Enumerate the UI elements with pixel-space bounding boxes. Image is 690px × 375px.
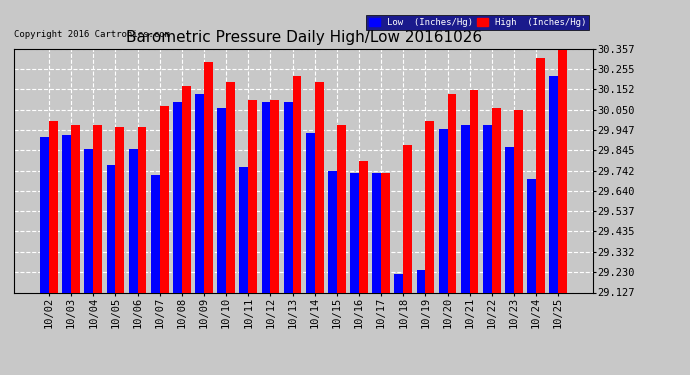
Bar [536,58,545,292]
Bar [106,165,115,292]
Bar [425,122,434,292]
Bar [395,274,403,292]
Bar [293,76,302,292]
Bar [159,106,168,292]
Bar [151,175,159,292]
Bar [182,86,190,292]
Bar [40,137,49,292]
Bar [217,108,226,292]
Bar [470,90,478,292]
Bar [115,128,124,292]
Bar [226,82,235,292]
Text: Copyright 2016 Cartronics.com: Copyright 2016 Cartronics.com [14,30,170,39]
Bar [93,126,102,292]
Title: Barometric Pressure Daily High/Low 20161026: Barometric Pressure Daily High/Low 20161… [126,30,482,45]
Bar [248,100,257,292]
Bar [337,126,346,292]
Bar [381,173,390,292]
Legend: Low  (Inches/Hg), High  (Inches/Hg): Low (Inches/Hg), High (Inches/Hg) [366,15,589,30]
Bar [315,82,324,292]
Bar [350,173,359,292]
Bar [306,134,315,292]
Bar [49,122,58,292]
Bar [137,128,146,292]
Bar [514,110,523,292]
Bar [204,62,213,292]
Bar [173,102,182,292]
Bar [62,135,71,292]
Bar [284,102,293,292]
Bar [328,171,337,292]
Bar [549,76,558,292]
Bar [558,50,567,292]
Bar [71,126,80,292]
Bar [417,270,425,292]
Bar [448,94,456,292]
Bar [84,149,93,292]
Bar [372,173,381,292]
Bar [359,161,368,292]
Bar [262,102,270,292]
Bar [195,94,204,292]
Bar [439,129,448,292]
Bar [129,149,137,292]
Bar [270,100,279,292]
Bar [492,108,501,292]
Bar [483,126,492,292]
Bar [239,167,248,292]
Bar [505,147,514,292]
Bar [403,145,412,292]
Bar [461,126,470,292]
Bar [527,179,536,292]
